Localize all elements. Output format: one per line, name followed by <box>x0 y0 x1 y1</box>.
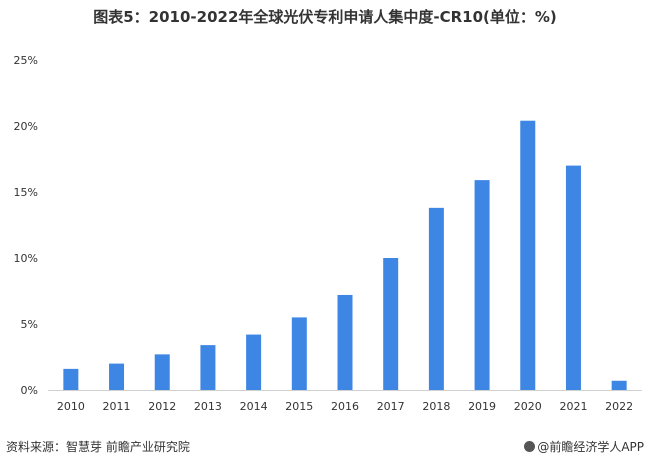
bar-2020 <box>520 120 536 390</box>
bar-2022 <box>611 380 627 390</box>
source-note: 资料来源：智慧芽 前瞻产业研究院 <box>6 440 190 454</box>
x-tick-label: 2010 <box>57 400 85 413</box>
bar-2021 <box>565 165 581 390</box>
x-tick-label: 2011 <box>103 400 131 413</box>
bar-2014 <box>246 334 262 390</box>
x-tick-label: 2018 <box>422 400 450 413</box>
bar-2017 <box>383 258 399 390</box>
bar-2019 <box>474 180 490 390</box>
x-tick-label: 2016 <box>331 400 359 413</box>
y-tick-label: 25% <box>14 54 38 67</box>
x-tick-label: 2020 <box>514 400 542 413</box>
x-tick-label: 2019 <box>468 400 496 413</box>
x-tick-label: 2015 <box>285 400 313 413</box>
x-tick-label: 2021 <box>559 400 587 413</box>
bar-2010 <box>63 368 79 390</box>
bar-2013 <box>200 345 216 390</box>
bar-2015 <box>291 317 307 390</box>
bar-2011 <box>109 363 125 390</box>
brand-credit: @前瞻经济学人APP <box>524 438 644 455</box>
brand-credit-text: @前瞻经济学人APP <box>537 440 644 454</box>
y-tick-label: 0% <box>21 384 38 397</box>
y-tick-label: 15% <box>14 186 38 199</box>
x-tick-label: 2012 <box>148 400 176 413</box>
y-tick-label: 5% <box>21 318 38 331</box>
bar-2012 <box>154 354 170 390</box>
chart-title: 图表5：2010-2022年全球光伏专利申请人集中度-CR10(单位：%) <box>93 8 557 26</box>
bar-2016 <box>337 294 353 390</box>
x-tick-label: 2017 <box>377 400 405 413</box>
brand-logo-icon <box>524 441 536 452</box>
x-tick-label: 2013 <box>194 400 222 413</box>
y-tick-label: 10% <box>14 252 38 265</box>
x-tick-label: 2014 <box>240 400 268 413</box>
y-tick-label: 20% <box>14 120 38 133</box>
bar-2018 <box>428 207 444 390</box>
x-tick-label: 2022 <box>605 400 633 413</box>
